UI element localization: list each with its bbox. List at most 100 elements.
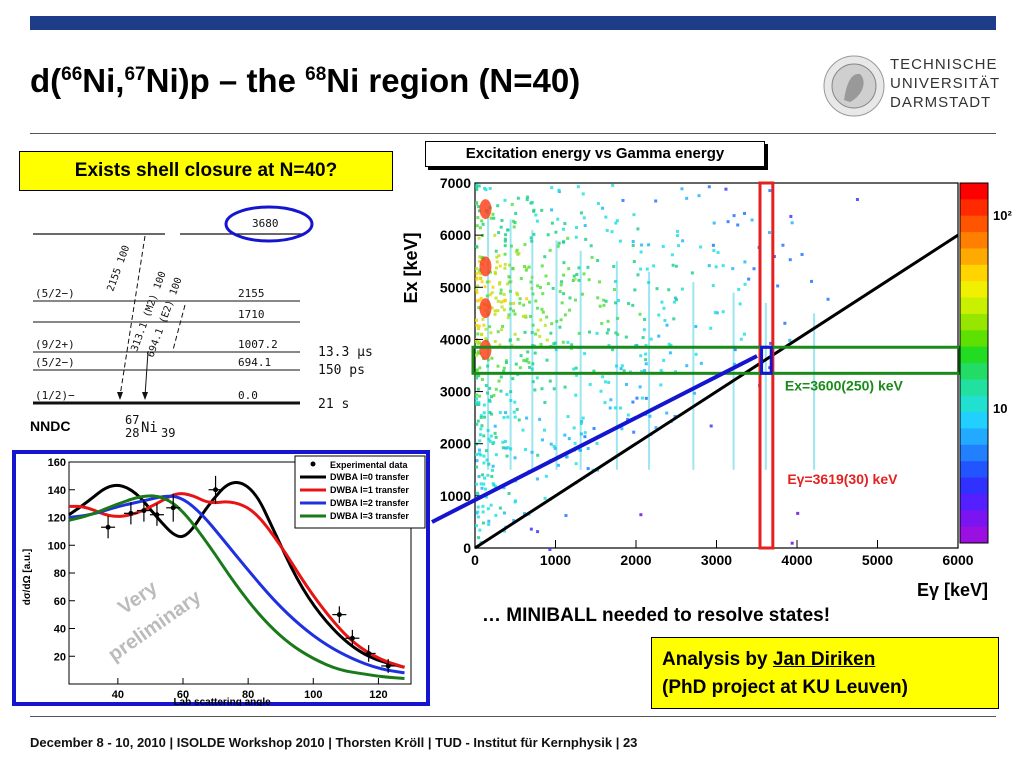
- colorbar-segment: [960, 510, 988, 528]
- y-tick-label: 7000: [440, 175, 471, 191]
- data-point: [336, 612, 342, 618]
- legend-label: DWBA l=0 transfer: [330, 472, 409, 482]
- question-box: Exists shell closure at N=40?: [19, 151, 393, 191]
- legend-label: Experimental data: [330, 460, 409, 470]
- x-axis-label: Eγ [keV]: [917, 580, 988, 600]
- svg-text:Ni: Ni: [141, 420, 158, 436]
- y-tick-label: 40: [54, 624, 66, 636]
- series-line-2: [68, 494, 405, 675]
- university-logo-text: TECHNISCHE UNIVERSITÄT DARMSTADT: [890, 56, 1001, 111]
- series-line-3: [68, 494, 405, 680]
- x-tick-label: 100: [304, 689, 322, 701]
- angular-distribution-chart: 40 60 80 100 120 20 40 60 80 100 120 140 160 Lab scat…: [12, 450, 430, 706]
- colorbar-segment: [960, 183, 988, 200]
- analysis-box: Analysis by Jan Diriken (PhD project at …: [651, 637, 999, 709]
- header-rule: [30, 133, 996, 134]
- svg-text:(5/2−): (5/2−): [35, 356, 75, 369]
- svg-text:2155: 2155: [238, 287, 265, 300]
- svg-text:2155 100: 2155 100: [105, 244, 132, 293]
- svg-text:21 s: 21 s: [318, 397, 349, 412]
- x-tick-label: 40: [112, 689, 124, 701]
- colorbar-segment: [960, 379, 988, 397]
- x-tick-label: 6000: [942, 552, 973, 568]
- level-scheme: 3680 (5/2−) 2155 1710 (9/2+) 1007.2 13.3…: [33, 205, 373, 440]
- colorbar-segment: [960, 232, 988, 249]
- intersection-box: [760, 345, 773, 375]
- colorbar-segment: [960, 412, 988, 429]
- gamma-gate-label: Eγ=3619(30) keV: [787, 471, 898, 487]
- colorbar-segment: [960, 346, 988, 364]
- y-tick-label: 1000: [440, 488, 471, 504]
- data-point: [366, 650, 372, 656]
- x-tick-label: 4000: [781, 552, 812, 568]
- x-tick-label: 3000: [701, 552, 732, 568]
- colorbar-segment: [960, 264, 988, 282]
- colorbar-segment: [960, 477, 988, 495]
- analyst-name: Jan Diriken: [772, 649, 876, 670]
- y-tick-label: 6000: [440, 227, 471, 243]
- header-bar: [30, 16, 996, 30]
- footer-rule: [30, 716, 996, 717]
- data-point: [141, 508, 147, 514]
- svg-text:39: 39: [161, 426, 175, 440]
- y-axis-label: dσ/dΩ [a.u.]: [22, 549, 33, 606]
- data-point: [213, 487, 219, 493]
- legend-label: DWBA l=3 transfer: [330, 511, 409, 521]
- svg-text:(5/2−): (5/2−): [35, 287, 75, 300]
- y-tick-label: 160: [48, 457, 66, 469]
- colorbar-segment: [960, 461, 988, 479]
- svg-text:150 ps: 150 ps: [318, 363, 365, 378]
- svg-text:1007.2: 1007.2: [238, 338, 278, 351]
- svg-text:(9/2+): (9/2+): [35, 338, 75, 351]
- legend-label: DWBA l=2 transfer: [330, 498, 409, 508]
- x-tick-label: 60: [177, 689, 189, 701]
- gamma-gate-box: [758, 181, 775, 550]
- data-point: [105, 524, 111, 530]
- y-tick-label: 5000: [440, 279, 471, 295]
- colorbar-segment: [960, 297, 988, 315]
- svg-text:1710: 1710: [238, 308, 265, 321]
- analysis-prefix: Analysis by: [662, 649, 773, 670]
- svg-text:(1/2)−: (1/2)−: [35, 389, 75, 402]
- heatmap-plot-area: [474, 182, 959, 549]
- colorbar-segment: [960, 199, 988, 217]
- colorbar-segment: [960, 281, 988, 299]
- x-tick-label: 2000: [620, 552, 651, 568]
- colorbar-label: 10: [993, 401, 1007, 416]
- series-line-1: [69, 492, 405, 669]
- highlight-3680-ring: [224, 205, 314, 243]
- svg-text:694.1: 694.1: [238, 356, 271, 369]
- chart-title: Excitation energy vs Gamma energy: [425, 141, 765, 167]
- ex-gate-label: Ex=3600(250) keV: [785, 378, 904, 394]
- colorbar-segment: [960, 526, 988, 544]
- colorbar-segment: [960, 313, 988, 331]
- colorbar-segment: [960, 248, 988, 266]
- y-tick-label: 100: [48, 540, 66, 552]
- colorbar-frame: [959, 182, 989, 544]
- colorbar-segment: [960, 363, 988, 380]
- y-tick-label: 20: [54, 651, 66, 663]
- y-tick-label: 4000: [440, 331, 471, 347]
- colorbar-segment: [960, 395, 988, 413]
- x-tick-label: 0: [471, 552, 479, 568]
- svg-text:13.3 µs: 13.3 µs: [318, 345, 373, 360]
- svg-text:0.0: 0.0: [238, 389, 258, 402]
- colorbar-segment: [960, 444, 988, 462]
- legend-marker: [310, 461, 316, 467]
- data-point: [385, 663, 391, 669]
- source-label: NNDC: [30, 418, 71, 434]
- colorbar-segment: [960, 215, 988, 233]
- y-tick-label: 60: [54, 596, 66, 608]
- level-3680-energy: 3680: [252, 217, 279, 230]
- x-tick-label: 1000: [540, 552, 571, 568]
- colorbar-segment: [960, 493, 988, 511]
- data-point: [349, 635, 355, 641]
- y-tick-label: 0: [463, 540, 471, 556]
- data-point: [170, 505, 176, 511]
- miniball-note: … MINIBALL needed to resolve states!: [482, 605, 831, 626]
- x-tick-label: 5000: [862, 552, 893, 568]
- footer: December 8 - 10, 2010 | ISOLDE Workshop …: [30, 735, 638, 750]
- y-tick-label: 80: [54, 568, 66, 580]
- data-point: [154, 512, 160, 518]
- x-tick-label: 120: [369, 689, 387, 701]
